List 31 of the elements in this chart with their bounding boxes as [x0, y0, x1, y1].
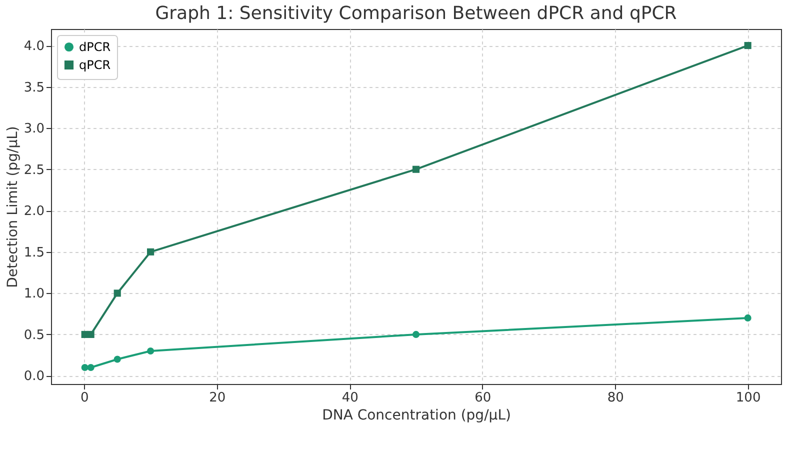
y-tick-label: 1.5: [24, 245, 44, 260]
x-axis-title: DNA Concentration (pg/µL): [322, 408, 511, 424]
x-tick-label: 40: [342, 390, 358, 406]
y-tick-label: 1.0: [24, 286, 44, 302]
x-tick-label: 60: [474, 390, 492, 406]
y-tick-label: 3.5: [24, 80, 44, 96]
legend-label: qPCR: [79, 58, 111, 72]
point: [412, 330, 420, 338]
x-tick-label: 20: [209, 390, 226, 406]
point: [114, 356, 121, 363]
point: [87, 364, 94, 372]
y-tick-label: 2.5: [24, 162, 44, 178]
point: [147, 248, 154, 256]
x-tick-label: 100: [736, 390, 761, 406]
point: [412, 166, 420, 173]
y-tick-label: 2.0: [24, 204, 44, 220]
point: [744, 42, 752, 50]
x-tick-label: 0: [80, 390, 89, 406]
x-tick-label: 80: [607, 390, 624, 406]
y-tick-label: 3.0: [24, 122, 44, 137]
y-tick-label: 4.0: [24, 39, 44, 54]
point: [744, 314, 752, 322]
point: [147, 347, 154, 355]
chart-title: Graph 1: Sensitivity Comparison Between dPCR and qPCR: [155, 3, 677, 24]
point: [81, 364, 88, 372]
legend-label: dPCR: [79, 40, 111, 54]
point: [87, 330, 94, 338]
y-tick-label: 0.5: [24, 328, 44, 343]
y-tick-label: 0.0: [24, 369, 44, 384]
point: [114, 290, 121, 297]
y-axis-title: Detection Limit (pg/µL): [4, 126, 21, 288]
